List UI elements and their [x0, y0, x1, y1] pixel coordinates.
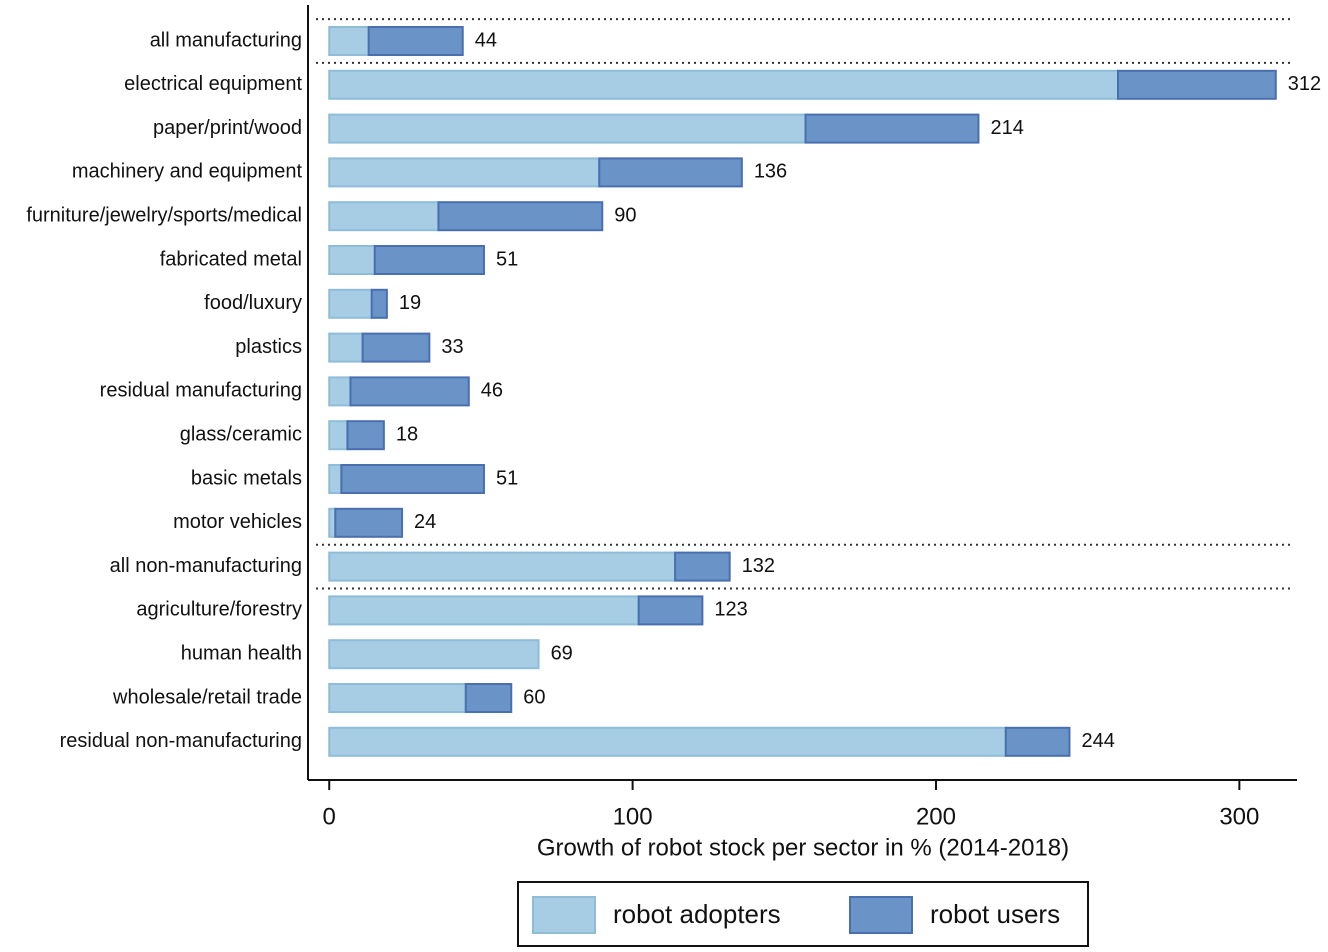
bar-segment: [804, 113, 980, 144]
bar-segment: [1004, 726, 1071, 757]
y-tick-label: basic metals: [191, 467, 302, 489]
bar-segment: [328, 26, 370, 56]
legend-label: robot users: [930, 899, 1060, 929]
bar-segment: [328, 726, 1007, 757]
bar-segment: [637, 595, 704, 626]
total-label: 132: [742, 555, 775, 577]
total-label: 19: [399, 292, 421, 314]
total-label: 312: [1288, 73, 1321, 95]
total-label: 69: [551, 642, 573, 664]
y-tick-label: human health: [181, 642, 302, 664]
bar-segment: [328, 639, 540, 670]
bar-segment: [328, 157, 601, 188]
x-tick-label: 0: [323, 803, 336, 830]
y-tick-label: agriculture/forestry: [136, 599, 302, 621]
bar-segment: [328, 376, 352, 407]
total-label: 60: [523, 686, 545, 708]
bar-segment: [328, 201, 440, 232]
y-tick-label: all non-manufacturing: [110, 555, 302, 577]
total-label: 44: [475, 29, 497, 51]
bar-segment: [328, 288, 373, 319]
total-label: 51: [496, 467, 518, 489]
bar-segment: [1117, 69, 1277, 100]
bar-segment: [328, 595, 640, 626]
y-tick-label: furniture/jewelry/sports/medical: [26, 204, 302, 226]
bar-segment: [674, 551, 731, 582]
x-axis-label: Growth of robot stock per sector in % (2…: [537, 834, 1069, 861]
total-label: 244: [1081, 730, 1114, 752]
total-label: 90: [614, 204, 636, 226]
bar-segment: [328, 245, 376, 275]
bar-segment: [598, 157, 743, 188]
y-tick-label: machinery and equipment: [72, 161, 303, 183]
y-tick-label: motor vehicles: [173, 511, 302, 533]
x-tick-label: 200: [916, 803, 956, 830]
y-tick-label: residual non-manufacturing: [60, 730, 302, 752]
total-label: 214: [990, 117, 1023, 139]
y-tick-label: food/luxury: [204, 292, 302, 314]
y-tick-label: electrical equipment: [124, 73, 302, 95]
bar-segment: [361, 332, 431, 363]
bar-segment: [373, 245, 485, 275]
y-tick-label: all manufacturing: [150, 29, 302, 51]
bar-segment: [328, 69, 1120, 100]
y-tick-label: glass/ceramic: [180, 423, 302, 445]
bar-segment: [334, 507, 404, 538]
bar-segment: [437, 201, 604, 232]
total-label: 136: [754, 161, 787, 183]
bar-segment: [328, 464, 343, 494]
legend-label: robot adopters: [613, 899, 781, 929]
bar-segment: [328, 420, 349, 451]
y-tick-label: wholesale/retail trade: [112, 686, 302, 708]
bar-segment: [328, 332, 364, 363]
legend-swatch: [532, 896, 596, 934]
total-label: 46: [481, 380, 503, 402]
total-label: 18: [396, 423, 418, 445]
total-label: 33: [441, 336, 463, 358]
total-label: 51: [496, 248, 518, 270]
y-tick-label: plastics: [235, 336, 302, 358]
bar-segment: [346, 420, 385, 451]
y-tick-label: residual manufacturing: [100, 380, 302, 402]
bar-segment: [328, 551, 677, 582]
legend-box: [517, 881, 1089, 947]
x-tick-label: 100: [613, 803, 653, 830]
bar-segment: [464, 683, 513, 713]
bar-segment: [370, 288, 388, 319]
total-label: 123: [714, 599, 747, 621]
legend-swatch: [849, 896, 913, 934]
bar-segment: [340, 464, 485, 494]
total-label: 24: [414, 511, 436, 533]
y-tick-label: paper/print/wood: [153, 117, 302, 139]
x-tick-label: 300: [1219, 803, 1259, 830]
bar-segment: [328, 683, 467, 713]
bar-segment: [328, 113, 807, 144]
bar-segment: [367, 26, 464, 56]
bar-segment: [349, 376, 470, 407]
y-tick-label: fabricated metal: [160, 248, 302, 270]
